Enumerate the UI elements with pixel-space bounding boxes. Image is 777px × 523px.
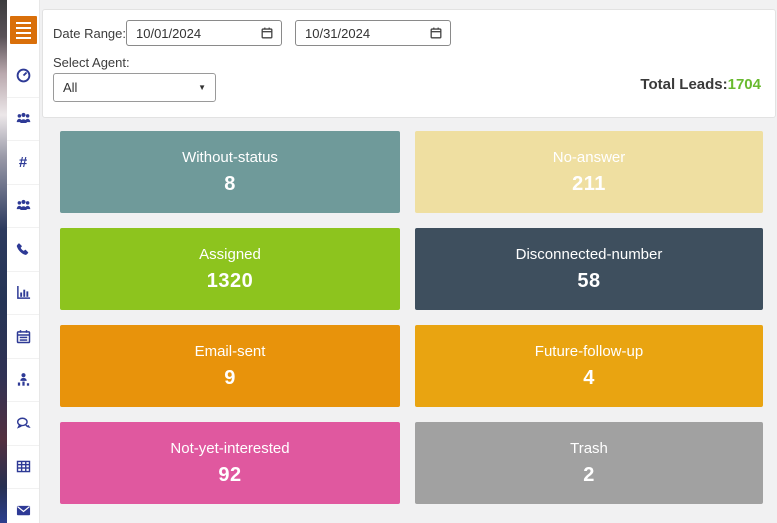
card-label: Disconnected-number bbox=[515, 245, 663, 263]
users-group-icon bbox=[16, 113, 30, 124]
card-label: Assigned bbox=[199, 245, 261, 263]
background-strip bbox=[0, 0, 7, 523]
sidebar-item-agents[interactable] bbox=[7, 185, 39, 228]
agent-select[interactable]: All ▼ bbox=[53, 73, 216, 102]
date-from-field[interactable] bbox=[126, 20, 282, 46]
date-from-input[interactable] bbox=[127, 25, 245, 41]
table-icon bbox=[16, 460, 30, 473]
card-value: 9 bbox=[224, 366, 236, 389]
total-leads-label: Total Leads: bbox=[640, 76, 728, 93]
calendar-picker-icon[interactable] bbox=[429, 26, 443, 40]
status-card-assigned[interactable]: Assigned 1320 bbox=[60, 228, 400, 310]
users-group-icon-2 bbox=[16, 200, 30, 211]
calendar-icon bbox=[16, 329, 30, 343]
card-label: Not-yet-interested bbox=[170, 439, 290, 457]
total-leads-value: 1704 bbox=[727, 76, 761, 93]
card-value: 4 bbox=[583, 366, 595, 389]
hashtag-icon: # bbox=[18, 153, 28, 171]
sidebar-item-reports[interactable] bbox=[7, 272, 39, 315]
sidebar-item-calls[interactable] bbox=[7, 228, 39, 272]
card-label: Future-follow-up bbox=[534, 342, 644, 360]
select-agent-label: Select Agent: bbox=[53, 55, 130, 70]
sidebar: # bbox=[7, 0, 40, 523]
phone-icon bbox=[16, 243, 28, 255]
comments-icon bbox=[16, 417, 31, 429]
filter-panel: Date Range: Select Agent: All ▼ Total Le… bbox=[42, 9, 776, 118]
sidebar-item-calendar[interactable] bbox=[7, 315, 39, 359]
sidebar-nav: # bbox=[7, 54, 39, 523]
sidebar-item-numbers[interactable]: # bbox=[7, 141, 39, 185]
date-to-field[interactable] bbox=[295, 20, 451, 46]
hamburger-menu-button[interactable] bbox=[9, 16, 37, 44]
card-value: 211 bbox=[572, 172, 606, 195]
status-card-trash[interactable]: Trash 2 bbox=[415, 422, 763, 504]
total-leads: Total Leads:1704 bbox=[640, 76, 761, 93]
status-card-not-yet-interested[interactable]: Not-yet-interested 92 bbox=[60, 422, 400, 504]
sidebar-item-email[interactable] bbox=[7, 489, 39, 523]
card-label: No-answer bbox=[552, 148, 626, 166]
card-value: 2 bbox=[583, 463, 595, 486]
status-card-email-sent[interactable]: Email-sent 9 bbox=[60, 325, 400, 407]
sidebar-item-leads[interactable] bbox=[7, 98, 39, 141]
chevron-down-icon: ▼ bbox=[198, 83, 206, 92]
sidebar-item-tables[interactable] bbox=[7, 446, 39, 489]
bar-chart-icon bbox=[16, 286, 30, 300]
status-card-without-status[interactable]: Without-status 8 bbox=[60, 131, 400, 213]
status-card-disconnected-number[interactable]: Disconnected-number 58 bbox=[415, 228, 763, 310]
card-value: 58 bbox=[577, 269, 601, 292]
envelope-icon bbox=[16, 505, 30, 515]
status-card-future-follow-up[interactable]: Future-follow-up 4 bbox=[415, 325, 763, 407]
dashboard-gauge-icon bbox=[16, 68, 30, 83]
agent-stats-icon bbox=[17, 373, 29, 386]
card-value: 92 bbox=[218, 463, 242, 486]
date-range-label: Date Range: bbox=[53, 26, 126, 41]
agent-select-value: All bbox=[63, 80, 78, 95]
card-label: Trash bbox=[570, 439, 608, 457]
calendar-picker-icon[interactable] bbox=[260, 26, 274, 40]
card-label: Without-status bbox=[182, 148, 278, 166]
sidebar-item-dashboard[interactable] bbox=[7, 54, 39, 98]
sidebar-item-messages[interactable] bbox=[7, 402, 39, 446]
date-to-input[interactable] bbox=[296, 25, 414, 41]
card-label: Email-sent bbox=[194, 342, 266, 360]
card-value: 1320 bbox=[206, 269, 254, 292]
card-value: 8 bbox=[224, 172, 236, 195]
status-cards-grid: Without-status 8 No-answer 211 Assigned … bbox=[60, 131, 763, 504]
sidebar-item-agent-stats[interactable] bbox=[7, 359, 39, 402]
status-card-no-answer[interactable]: No-answer 211 bbox=[415, 131, 763, 213]
